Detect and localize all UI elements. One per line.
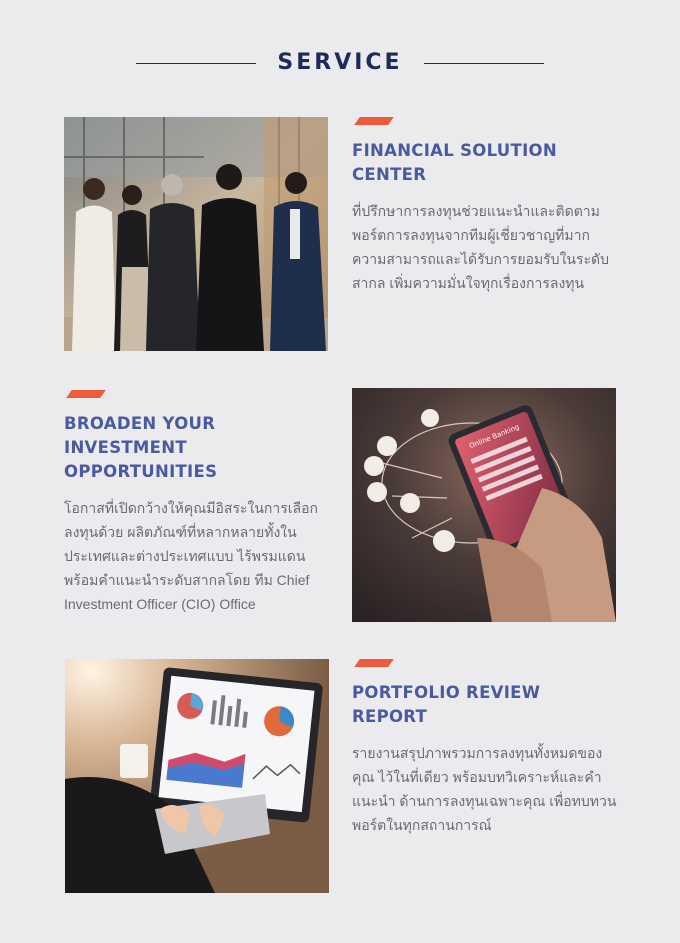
- accent-bar: [354, 117, 394, 125]
- accent-bar: [354, 659, 394, 667]
- service-financial-solution: FINANCIAL SOLUTION CENTER ที่ปรึกษาการลง…: [352, 117, 620, 295]
- section-header: SERVICE: [0, 50, 680, 80]
- service-title: FINANCIAL SOLUTION CENTER: [352, 141, 557, 184]
- header-rule-right: [424, 63, 544, 64]
- service-portfolio-review: PORTFOLIO REVIEW REPORT รายงานสรุปภาพรวม…: [352, 659, 620, 837]
- service-title: BROADEN YOUR INVESTMENT OPPORTUNITIES: [64, 414, 218, 481]
- service-description: ที่ปรึกษาการลงทุนช่วยแนะนำและติดตามพอร์ต…: [352, 203, 609, 291]
- business-team-photo: [64, 117, 328, 351]
- accent-bar: [66, 390, 106, 398]
- service-broaden-investment: BROADEN YOUR INVESTMENT OPPORTUNITIES โอ…: [64, 390, 332, 616]
- service-title: PORTFOLIO REVIEW REPORT: [352, 683, 541, 726]
- laptop-charts-photo: [65, 659, 329, 893]
- service-description: โอกาสที่เปิดกว้างให้คุณมีอิสระในการเลือก…: [64, 500, 318, 612]
- digital-tablet-photo: Online Banking: [352, 388, 616, 622]
- header-rule-left: [136, 63, 256, 64]
- service-description: รายงานสรุปภาพรวมการลงทุนทั้งหมดของคุณ ไว…: [352, 745, 617, 833]
- section-title: SERVICE: [277, 50, 403, 75]
